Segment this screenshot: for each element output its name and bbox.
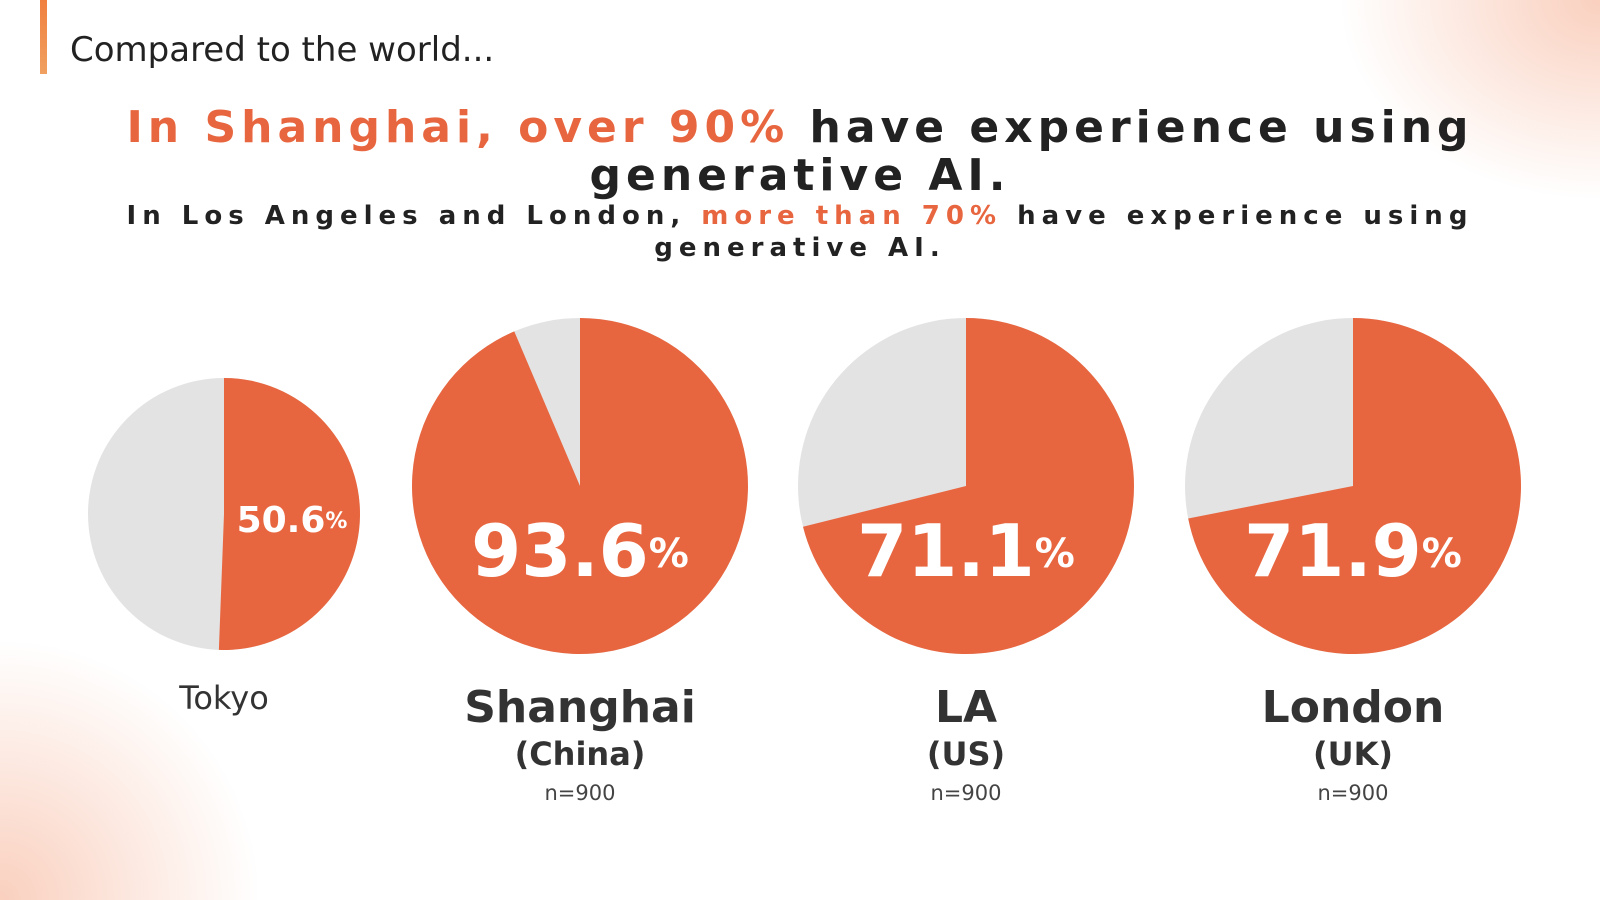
pie-note: n=900: [931, 781, 1002, 805]
pie-slice: [1188, 318, 1522, 654]
pie-note: n=900: [545, 781, 616, 805]
sub-end: have experience using generative AI.: [654, 201, 1474, 263]
headline-rest: have experience using generative AI.: [589, 102, 1474, 201]
pie-title: Tokyo: [178, 679, 269, 717]
pie-subtitle: (China): [515, 735, 646, 773]
pie-note: n=900: [1318, 781, 1389, 805]
sub-start: In Los Angeles and London,: [126, 201, 687, 231]
accent-bar: [40, 0, 47, 74]
value-label: 71.1%: [857, 509, 1075, 593]
value-label: 71.9%: [1244, 509, 1462, 593]
pie-subtitle: (UK): [1313, 735, 1393, 773]
headline-highlight: In Shanghai, over 90%: [126, 102, 790, 153]
pie-subtitle: (US): [927, 735, 1005, 773]
section-title: Compared to the world...: [70, 30, 495, 70]
subheadline: In Los Angeles and London, more than 70%…: [100, 200, 1500, 264]
pie-title: London: [1262, 682, 1445, 733]
pie-chart: 50.6% Tokyo: [88, 378, 360, 717]
headline: In Shanghai, over 90% have experience us…: [100, 104, 1500, 200]
pie-slice: [803, 318, 1134, 655]
pie-title: LA: [935, 682, 997, 733]
pie-slice: [218, 378, 360, 650]
pie-chart: 93.6% Shanghai(China) n=900: [412, 318, 749, 805]
sub-highlight: more than 70%: [701, 201, 1003, 231]
pie-title: Shanghai: [464, 682, 696, 733]
pie-chart: 71.9% London(UK) n=900: [1185, 318, 1522, 805]
value-label: 93.6%: [471, 509, 689, 593]
pie-slice: [412, 318, 749, 654]
pie-chart: 71.1% LA(US) n=900: [798, 318, 1134, 805]
value-label: 50.6%: [237, 500, 348, 541]
